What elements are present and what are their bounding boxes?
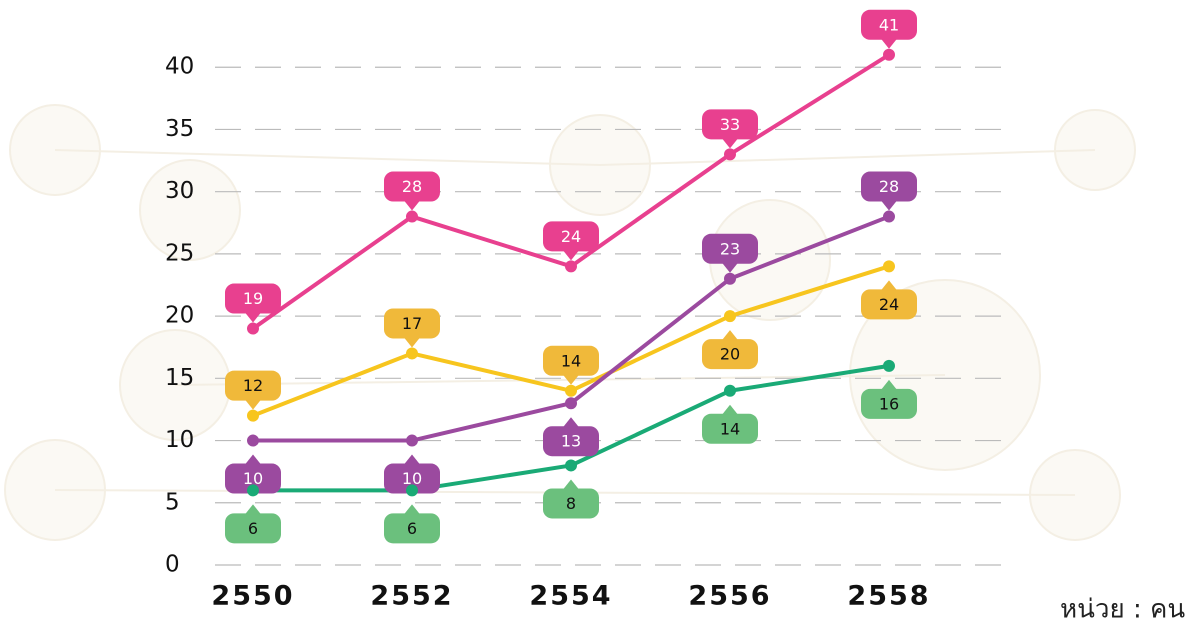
point (883, 360, 895, 372)
point (724, 310, 736, 322)
point (565, 260, 577, 272)
y-tick-label: 10 (165, 427, 194, 453)
value-label-text: 6 (248, 519, 258, 538)
point (406, 484, 418, 496)
point (406, 347, 418, 359)
point (247, 484, 259, 496)
label-pointer (404, 455, 420, 465)
y-tick-label: 40 (165, 54, 194, 80)
x-tick-label: 2550 (211, 581, 294, 612)
label-pointer (881, 280, 897, 290)
value-label: 6 (225, 504, 281, 543)
point (724, 273, 736, 285)
label-pointer (722, 330, 738, 340)
x-tick-label: 2552 (370, 581, 453, 612)
y-tick-label: 5 (165, 489, 180, 515)
x-tick-label: 2558 (847, 581, 930, 612)
value-label: 17 (384, 308, 440, 347)
value-label-text: 19 (243, 289, 263, 308)
chart: 0 5 10 15 20 25 30 35 40 2550 2552 2554 2556 2558 19 28… (0, 0, 1185, 626)
value-label: 14 (702, 405, 758, 444)
point (565, 385, 577, 397)
label-pointer (245, 455, 261, 465)
label-pointer (245, 400, 261, 410)
label-pointer (404, 337, 420, 347)
label-pointer (881, 201, 897, 211)
value-label: 6 (384, 504, 440, 543)
point (247, 435, 259, 447)
point (883, 260, 895, 272)
value-label-text: 17 (402, 314, 422, 333)
y-tick-label: 15 (165, 365, 194, 391)
value-label-text: 41 (879, 15, 899, 34)
value-label-text: 8 (566, 494, 576, 513)
value-label-text: 12 (243, 376, 263, 395)
value-label-text: 14 (720, 419, 740, 438)
x-tick-label: 2554 (529, 581, 612, 612)
value-label-text: 24 (561, 227, 581, 246)
value-label: 13 (543, 417, 599, 456)
value-label-text: 14 (561, 351, 581, 370)
label-pointer (563, 479, 579, 489)
point (565, 397, 577, 409)
label-pointer (404, 504, 420, 514)
point (406, 435, 418, 447)
value-label-text: 28 (402, 177, 422, 196)
point (565, 459, 577, 471)
label-pointer (722, 405, 738, 415)
value-label-text: 6 (407, 519, 417, 538)
point (724, 385, 736, 397)
label-pointer (722, 138, 738, 148)
x-tick-label: 2556 (688, 581, 771, 612)
label-pointer (881, 39, 897, 49)
y-tick-label: 35 (165, 116, 194, 142)
label-pointer (563, 250, 579, 260)
value-label-text: 24 (879, 295, 899, 314)
unit-label: หน่วย : คน (1060, 595, 1185, 625)
point (724, 148, 736, 160)
y-tick-label: 20 (165, 303, 194, 329)
point (406, 211, 418, 223)
value-label-text: 28 (879, 177, 899, 196)
y-tick-label: 0 (165, 552, 180, 578)
point (247, 410, 259, 422)
value-label: 12 (225, 371, 281, 410)
label-pointer (245, 504, 261, 514)
y-tick-label: 25 (165, 240, 194, 266)
label-pointer (563, 417, 579, 427)
value-label: 28 (384, 172, 440, 211)
value-label-text: 23 (720, 239, 740, 258)
value-label-text: 33 (720, 115, 740, 134)
value-label: 20 (702, 330, 758, 369)
point (247, 323, 259, 335)
value-label-text: 20 (720, 345, 740, 364)
value-label-text: 13 (561, 432, 581, 451)
value-label: 41 (861, 10, 917, 49)
value-label: 28 (861, 172, 917, 211)
y-tick-label: 30 (165, 178, 194, 204)
label-pointer (404, 201, 420, 211)
label-pointer (245, 313, 261, 323)
value-label-text: 16 (879, 394, 899, 413)
point (883, 211, 895, 223)
point (883, 49, 895, 61)
value-label: 8 (543, 479, 599, 518)
